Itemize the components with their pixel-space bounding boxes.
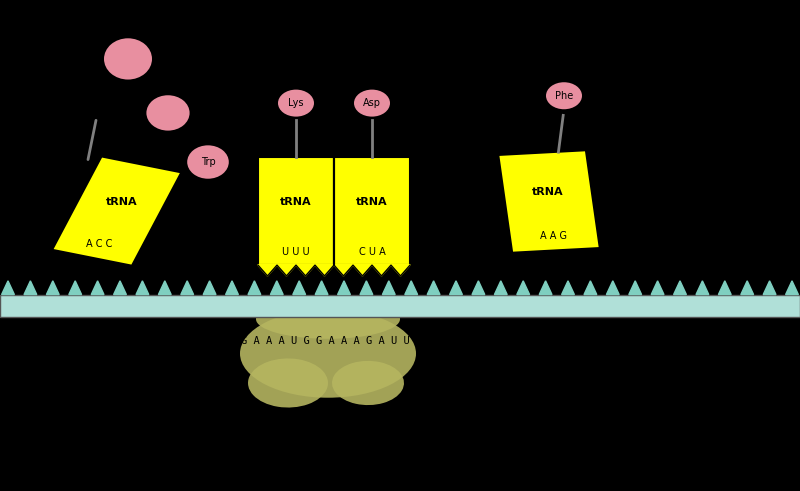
Polygon shape: [293, 281, 306, 295]
Polygon shape: [472, 281, 485, 295]
Polygon shape: [114, 281, 126, 295]
Text: U G G A A A U G G A A A G A U U U C A A A U G G U U C A A A: U G G A A A U G G A A A G A U U U C A A …: [216, 336, 584, 346]
Polygon shape: [248, 281, 261, 295]
Polygon shape: [539, 281, 552, 295]
Polygon shape: [674, 281, 686, 295]
FancyBboxPatch shape: [258, 157, 334, 265]
Polygon shape: [786, 281, 798, 295]
Polygon shape: [338, 281, 350, 295]
Polygon shape: [91, 281, 104, 295]
Polygon shape: [517, 281, 530, 295]
Polygon shape: [427, 281, 440, 295]
Polygon shape: [763, 281, 776, 295]
Polygon shape: [315, 281, 328, 295]
Text: Trp: Trp: [201, 157, 215, 167]
Polygon shape: [606, 281, 619, 295]
Ellipse shape: [104, 38, 152, 80]
Polygon shape: [2, 281, 14, 295]
Text: Phe: Phe: [555, 91, 573, 101]
Polygon shape: [46, 281, 59, 295]
Polygon shape: [69, 281, 82, 295]
Polygon shape: [450, 281, 462, 295]
Text: A C C: A C C: [86, 239, 113, 249]
Polygon shape: [718, 281, 731, 295]
Ellipse shape: [146, 95, 190, 131]
Polygon shape: [334, 265, 410, 276]
Polygon shape: [584, 281, 597, 295]
Ellipse shape: [354, 89, 390, 116]
Polygon shape: [52, 157, 182, 266]
FancyBboxPatch shape: [0, 295, 800, 317]
Text: Lys: Lys: [288, 98, 304, 108]
Polygon shape: [405, 281, 418, 295]
Polygon shape: [741, 281, 754, 295]
Ellipse shape: [256, 300, 400, 339]
Polygon shape: [203, 281, 216, 295]
Polygon shape: [382, 281, 395, 295]
Text: tRNA: tRNA: [280, 197, 312, 208]
Text: tRNA: tRNA: [532, 187, 563, 197]
Polygon shape: [258, 265, 334, 276]
Polygon shape: [226, 281, 238, 295]
Text: C U A: C U A: [358, 247, 386, 257]
Ellipse shape: [240, 309, 416, 398]
Text: U U U: U U U: [282, 247, 310, 257]
Polygon shape: [360, 281, 373, 295]
Polygon shape: [270, 281, 283, 295]
Polygon shape: [651, 281, 664, 295]
Text: tRNA: tRNA: [106, 197, 138, 207]
Ellipse shape: [332, 361, 404, 405]
Ellipse shape: [278, 89, 314, 116]
Ellipse shape: [187, 145, 229, 179]
FancyBboxPatch shape: [334, 157, 410, 265]
Polygon shape: [494, 281, 507, 295]
Text: ribosome: ribosome: [299, 421, 357, 434]
Ellipse shape: [546, 82, 582, 109]
Polygon shape: [498, 150, 600, 253]
Ellipse shape: [248, 358, 328, 408]
Polygon shape: [696, 281, 709, 295]
Polygon shape: [24, 281, 37, 295]
Text: Asp: Asp: [363, 98, 381, 108]
Polygon shape: [136, 281, 149, 295]
Polygon shape: [158, 281, 171, 295]
Polygon shape: [629, 281, 642, 295]
Text: A A G: A A G: [541, 231, 567, 241]
Polygon shape: [562, 281, 574, 295]
Polygon shape: [181, 281, 194, 295]
Text: tRNA: tRNA: [356, 197, 388, 208]
